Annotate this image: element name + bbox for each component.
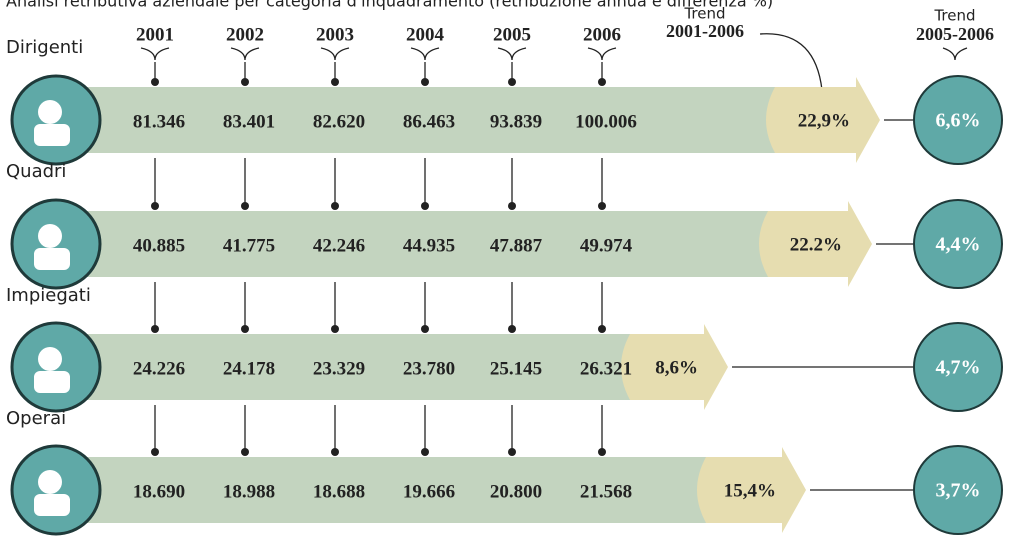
pin-dot [151,78,159,86]
brace [231,48,259,60]
pin-dot [421,448,429,456]
pin-dot [151,202,159,210]
trend-short-label: 2005-2006 [916,24,994,44]
icon [38,100,62,124]
infographic: Analisi retributiva aziendale per catego… [0,0,1011,536]
value: 25.145 [490,358,542,379]
value: 93.839 [490,111,542,132]
brace [141,48,169,60]
brace [321,48,349,60]
value: 41.775 [223,235,275,256]
row-label: Quadri [6,161,66,182]
trend-long-label: 2001-2006 [666,21,744,41]
icon [34,371,70,393]
pin-dot [241,325,249,333]
value: 23.329 [313,358,365,379]
row-label: Dirigenti [6,37,83,58]
brace [498,48,526,60]
value: 40.885 [133,235,185,256]
trend-long-value: 15,4% [724,480,776,501]
pin-dot [151,325,159,333]
value: 100.006 [575,111,637,132]
icon [34,494,70,516]
trend-long-label: Trend [683,5,725,23]
value: 81.346 [133,111,185,132]
value: 47.887 [490,235,543,256]
trend-long-value: 8,6% [655,357,698,378]
trend-long-value: 22,9% [798,110,850,131]
row-label: Impiegati [6,285,91,306]
trend-connector [760,34,822,90]
pin-dot [151,448,159,456]
pin-dot [241,202,249,210]
pin-dot [331,325,339,333]
title: Analisi retributiva aziendale per catego… [6,0,773,11]
icon [38,470,62,494]
value: 20.800 [490,481,542,502]
icon [34,248,70,270]
pin-dot [508,202,516,210]
pin-dot [331,202,339,210]
icon [38,224,62,248]
value: 82.620 [313,111,365,132]
pin-dot [241,448,249,456]
icon [38,347,62,371]
value: 86.463 [403,111,455,132]
icon [34,124,70,146]
trend-short-value: 3,7% [936,480,981,502]
value: 18.690 [133,481,185,502]
pin-dot [508,78,516,86]
brace [411,48,439,60]
trend-long-value: 22.2% [790,234,842,255]
year-label: 2002 [226,24,264,45]
year-label: 2001 [136,24,174,45]
value: 19.666 [403,481,455,502]
row-label: Operai [6,408,66,429]
value: 23.780 [403,358,455,379]
pin-dot [598,78,606,86]
year-label: 2005 [493,24,531,45]
brace [588,48,616,60]
pin-dot [421,202,429,210]
trend-short-value: 4,4% [936,234,981,256]
pin-dot [598,448,606,456]
value: 83.401 [223,111,275,132]
value: 21.568 [580,481,632,502]
value: 18.688 [313,481,365,502]
pin-dot [598,202,606,210]
value: 18.988 [223,481,275,502]
value: 26.321 [580,358,632,379]
value: 24.178 [223,358,275,379]
trend-short-label: Trend [933,7,975,25]
trend-short-value: 6,6% [936,110,981,132]
pin-dot [421,325,429,333]
year-label: 2004 [406,24,445,45]
value: 44.935 [403,235,455,256]
pin-dot [598,325,606,333]
value: 49.974 [580,235,633,256]
pin-dot [331,448,339,456]
value: 24.226 [133,358,185,379]
year-label: 2006 [583,24,621,45]
year-label: 2003 [316,24,354,45]
pin-dot [241,78,249,86]
pin-dot [331,78,339,86]
trend-short-value: 4,7% [936,357,981,379]
value: 42.246 [313,235,365,256]
pin-dot [508,448,516,456]
pin-dot [508,325,516,333]
brace [943,48,967,60]
pin-dot [421,78,429,86]
